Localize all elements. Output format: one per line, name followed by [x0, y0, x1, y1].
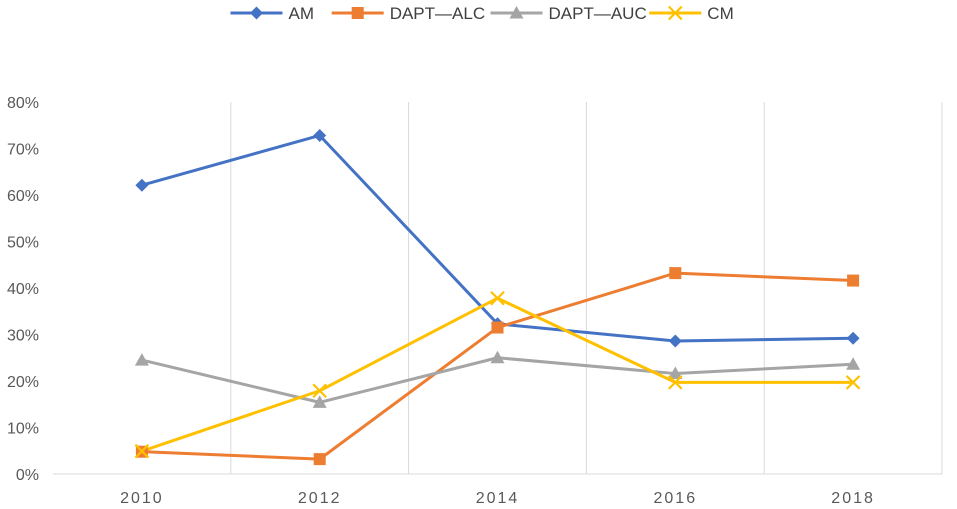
data-point-dapt-alc: [313, 453, 326, 466]
data-point-dapt-alc: [847, 274, 860, 287]
x-tick-label: 2014: [476, 490, 520, 507]
data-point-dapt-alc: [491, 321, 504, 334]
x-tick-label: 2010: [120, 490, 164, 507]
series-markers: [134, 128, 861, 466]
data-point-cm: [134, 443, 150, 459]
legend: AM DAPT—ALC DAPT—AUC CM: [230, 4, 734, 23]
legend-label: DAPT—AUC: [549, 4, 647, 23]
legend-item-cm: CM: [649, 4, 734, 23]
data-point-cm: [668, 375, 683, 390]
legend-item-am: AM: [230, 4, 315, 23]
data-point-am: [846, 331, 860, 345]
axes: 0% 10% 20% 30% 40% 50% 60% 70% 80% 2010 2012 2014 20…: [7, 95, 942, 507]
y-tick-label: 50%: [7, 235, 39, 252]
series-line-dapt-alc: [140, 271, 855, 461]
gridlines: [230, 102, 943, 474]
legend-label: AM: [289, 4, 315, 23]
y-tick-label: 30%: [7, 328, 39, 345]
data-point-dapt-auc: [312, 395, 327, 408]
data-point-dapt-auc: [668, 366, 683, 380]
x-tick-label: 2016: [654, 490, 698, 507]
data-point-dapt-auc: [490, 350, 505, 364]
legend-item-dapt-auc: DAPT—AUC: [490, 4, 647, 23]
y-tick-label: 60%: [7, 188, 39, 205]
data-point-am: [668, 334, 682, 348]
legend-swatch-marker: [509, 6, 524, 19]
y-tick-label: 70%: [7, 142, 39, 159]
y-tick-label: 10%: [7, 421, 39, 438]
x-tick-label: 2018: [831, 490, 875, 507]
y-tick-label: 80%: [7, 95, 39, 112]
legend-swatch-marker: [351, 7, 364, 19]
legend-label: DAPT—ALC: [390, 4, 485, 23]
legend-label: CM: [707, 4, 733, 23]
data-point-cm: [312, 383, 327, 399]
data-point-am: [135, 178, 149, 192]
data-point-dapt-alc: [669, 267, 682, 280]
data-point-cm: [845, 375, 861, 390]
data-point-dapt-auc: [846, 357, 861, 370]
series-line-am: [140, 133, 855, 343]
y-tick-label: 0%: [16, 467, 39, 484]
legend-swatch-marker: [668, 5, 683, 21]
y-tick-label: 40%: [7, 281, 39, 298]
legend-item-dapt-alc: DAPT—ALC: [331, 4, 485, 23]
data-point-am: [313, 128, 327, 142]
data-point-cm: [490, 290, 505, 306]
legend-swatch-marker: [250, 6, 263, 20]
x-tick-label: 2012: [298, 490, 342, 507]
y-tick-label: 20%: [7, 374, 39, 391]
data-point-dapt-auc: [134, 353, 149, 366]
series-line-dapt-auc: [140, 356, 855, 404]
